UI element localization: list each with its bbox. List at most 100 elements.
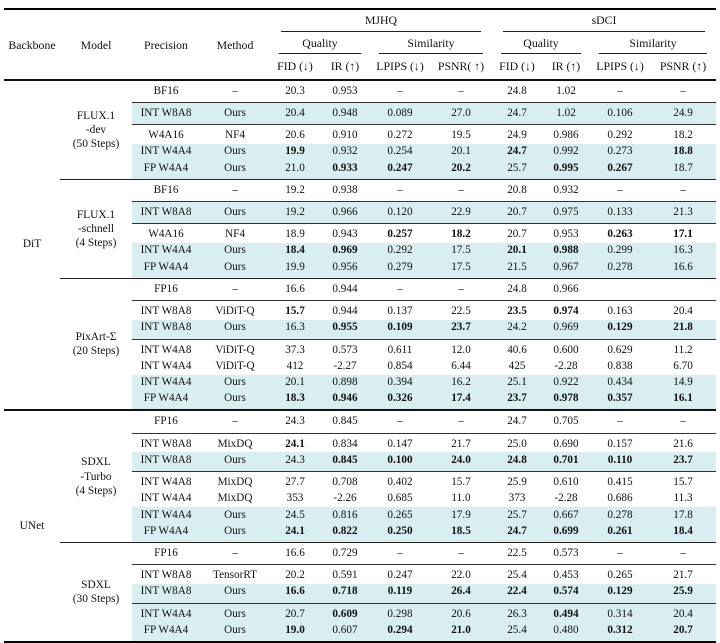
value-cell: 0.247 [370, 564, 430, 584]
value-cell: 0.265 [370, 507, 430, 524]
value-cell: 24.1 [270, 432, 320, 453]
subgroup-label: Similarity [599, 36, 708, 55]
method-cell: MixDQ [200, 471, 270, 491]
value-cell: 14.9 [650, 374, 717, 391]
value-cell: 20.3 [270, 78, 320, 103]
precision-cell: FP W4A4 [132, 390, 200, 411]
value-cell: 17.9 [430, 507, 492, 524]
value-cell: 0.609 [320, 602, 370, 623]
method-cell: Ours [200, 374, 270, 391]
value-cell: 0.394 [370, 374, 430, 391]
value-cell: 22.9 [430, 201, 492, 224]
value-cell: 16.6 [270, 541, 320, 565]
method-cell: Ours [200, 602, 270, 623]
value-cell: 24.8 [492, 277, 542, 301]
value-cell: 18.7 [650, 160, 717, 180]
table-row: INT W8A8 Ours 20.4 0.948 0.089 27.0 24.7 1.02 0.… [4, 101, 717, 125]
value-cell: 18.9 [270, 223, 320, 243]
group-header-sdci-label: sDCI [503, 13, 706, 32]
value-cell: 16.3 [650, 242, 717, 260]
model-label-line: (4 Steps) [75, 484, 117, 497]
model-label-line: (4 Steps) [75, 236, 117, 249]
table-row: INT W8A8 Ours 16.6 0.718 0.119 26.4 22.4 0.574 0… [4, 583, 717, 604]
method-cell: – [200, 277, 270, 301]
precision-cell: BF16 [132, 178, 200, 202]
value-cell: 21.3 [650, 201, 717, 224]
value-cell: – [370, 409, 430, 434]
value-cell: 0.250 [370, 523, 430, 543]
precision-cell: W4A16 [132, 223, 200, 243]
backbone-label: DiT [4, 78, 60, 411]
value-cell: 25.0 [492, 432, 542, 453]
method-cell: ViDiT-Q [200, 300, 270, 320]
value-cell: 0.705 [542, 409, 590, 434]
precision-cell: BF16 [132, 78, 200, 103]
model-label-line: (20 Steps) [72, 345, 120, 358]
table-row: FP W4A4 Ours 21.0 0.933 0.247 20.2 25.7 0.995 0.… [4, 160, 717, 180]
value-cell: 24.8 [492, 78, 542, 103]
column-header-mjhq-fid: FID (↓) [277, 58, 313, 73]
value-cell: 0.573 [542, 541, 590, 565]
value-cell: – [430, 78, 492, 103]
value-cell: 0.591 [320, 564, 370, 584]
value-cell [590, 277, 650, 301]
value-cell: 24.7 [492, 143, 542, 161]
value-cell: 0.263 [590, 223, 650, 243]
method-cell: Ours [200, 390, 270, 411]
header-row-subgroups: Quality Similarity Quality Similarity [4, 33, 716, 55]
method-cell: Ours [200, 319, 270, 340]
method-cell: Ours [200, 523, 270, 543]
value-cell: 0.854 [387, 359, 413, 372]
value-cell: 0.943 [320, 223, 370, 243]
method-cell: NF4 [200, 124, 270, 144]
value-cell: 0.147 [370, 432, 430, 453]
value-cell: 21.0 [270, 160, 320, 180]
value-cell: 20.4 [650, 300, 717, 320]
value-cell: 20.7 [650, 622, 717, 643]
value-cell: 11.3 [673, 492, 693, 505]
precision-cell: INT W4A4 [132, 374, 200, 391]
value-cell: – [430, 277, 492, 301]
value-cell: – [430, 409, 492, 434]
value-cell: -2.28 [554, 492, 578, 505]
value-cell: 0.729 [320, 541, 370, 565]
value-cell: 18.4 [270, 242, 320, 260]
value-cell: 18.2 [430, 223, 492, 243]
value-cell: 0.992 [542, 143, 590, 161]
table-row: W4A16 NF4 20.6 0.910 0.272 19.5 24.9 0.986 0.292… [4, 124, 717, 144]
value-cell: 0.279 [370, 259, 430, 279]
value-cell: – [590, 409, 650, 434]
value-cell: 25.1 [492, 374, 542, 391]
value-cell: 20.4 [650, 602, 717, 623]
value-cell: 20.2 [270, 564, 320, 584]
method-cell: ViDiT-Q [200, 338, 270, 359]
group-header-sdci: sDCI [492, 9, 716, 33]
value-cell: 0.955 [320, 319, 370, 340]
table-row: INT W8A8 Ours 19.2 0.966 0.120 22.9 20.7 0.975 0… [4, 201, 717, 224]
value-cell: 21.5 [492, 259, 542, 279]
value-cell: 22.4 [492, 583, 542, 604]
precision-cell: FP W4A4 [132, 259, 200, 279]
method-cell: Ours [200, 143, 270, 161]
method-cell: MixDQ [217, 492, 253, 505]
value-cell: 18.4 [650, 523, 717, 543]
group-header-mjhq: MJHQ [270, 9, 492, 33]
table-row: W4A16 NF4 18.9 0.943 0.257 18.2 20.7 0.953 0.263… [4, 223, 717, 243]
value-cell: 0.434 [590, 374, 650, 391]
value-cell: 0.969 [542, 319, 590, 340]
precision-cell: INT W4A4 [132, 242, 200, 260]
precision-cell: INT W4A4 [140, 359, 192, 372]
value-cell: 0.600 [542, 338, 590, 359]
value-cell: 0.574 [542, 583, 590, 604]
value-cell: 0.629 [590, 338, 650, 359]
value-cell: -2.28 [554, 359, 578, 372]
precision-cell: FP16 [132, 409, 200, 434]
value-cell: – [370, 541, 430, 565]
table-row: INT W4A4 Ours 24.5 0.816 0.265 17.9 25.7 0.667 0… [4, 507, 717, 524]
table-row: FP W4A4 Ours 19.9 0.956 0.279 17.5 21.5 0.967 0.… [4, 259, 717, 279]
value-cell: 23.7 [650, 452, 717, 472]
value-cell: 16.6 [270, 277, 320, 301]
value-cell: 20.6 [270, 124, 320, 144]
header-row-metrics: FID (↓) IR (↑) LPIPS (↓) PSNR( ↑) FID (↓… [4, 56, 716, 80]
column-header-mjhq-lpips: LPIPS (↓) [376, 58, 424, 73]
